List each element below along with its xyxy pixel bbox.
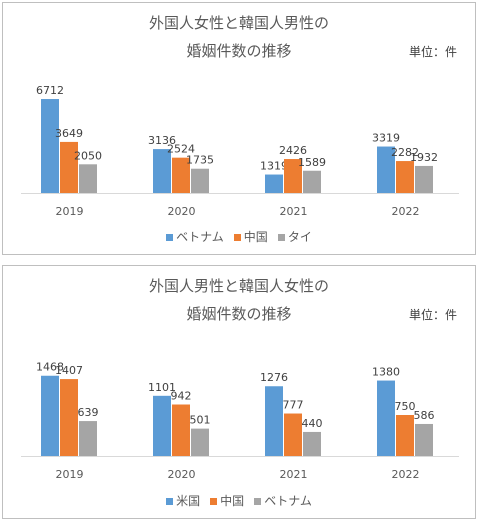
bar-2020-1 [172,157,190,193]
data-label: 777 [283,399,304,412]
data-label: 586 [414,409,435,422]
data-label: 1589 [298,156,326,169]
legend-swatch [277,234,285,241]
legend-swatch [210,498,218,505]
data-label: 3649 [55,127,83,140]
legend-item: 中国 [233,228,268,245]
unit-label: 単位：件 [408,308,457,322]
bar-2021-2 [303,170,321,193]
legend-label: 中国 [243,230,268,244]
bar-2019-2 [79,421,97,456]
bar-2021-0 [265,386,283,456]
x-tick-label: 2021 [280,205,308,218]
bar-2022-1 [396,161,414,193]
data-label: 639 [78,406,99,419]
chart-panel-1: 外国人女性と韓国人男性の 婚姻件数の推移 単位：件 6712 3649 2050 20… [2,2,476,255]
data-label: 1276 [260,371,288,384]
chart-title-line1: 外国人男性と韓国人女性の [148,277,329,295]
data-label: 1407 [55,364,83,377]
unit-label: 単位：件 [408,45,457,59]
legend-label: タイ [287,230,312,244]
x-tick-label: 2020 [168,205,196,218]
legend-item: ベトナム [254,492,312,509]
data-label: 501 [190,414,211,427]
data-label: 2524 [167,143,195,156]
bar-2022-2 [415,165,433,193]
legend-item: ベトナム [166,228,224,245]
bar-2020-2 [191,428,209,456]
x-tick-label: 2022 [392,468,420,481]
legend-swatch [233,234,241,241]
data-label: 2050 [74,149,102,162]
bar-2022-0 [377,380,395,456]
data-label: 440 [302,417,323,430]
bar-2019-1 [60,379,78,456]
legend-item: タイ [277,228,312,245]
bar-2019-2 [79,164,97,193]
legend-label: 米国 [176,494,201,508]
chart-panel-2: 外国人男性と韓国人女性の 婚姻件数の推移 単位：件 1468 1407 639 201… [2,265,476,519]
data-label: 2282 [391,146,419,159]
data-label: 1932 [410,151,438,164]
legend-item: 米国 [166,492,200,509]
bar-2022-2 [415,423,433,456]
chart-title-line1: 外国人女性と韓国人男性の [148,14,329,32]
bar-2021-2 [303,431,321,456]
bar-2022-0 [377,146,395,193]
data-label: 6712 [36,84,64,97]
chart-title-line2: 婚姻件数の推移 [186,42,292,60]
x-tick-label: 2019 [56,205,84,218]
data-label: 750 [395,400,416,413]
bar-2020-0 [153,149,171,193]
data-label: 1380 [372,366,400,379]
chart-legend-1: ベトナム 中国 タイ [3,228,475,245]
data-label: 1468 [36,361,64,374]
chart-title-line2: 婚姻件数の推移 [186,305,292,323]
bar-2021-1 [284,159,302,193]
legend-label: ベトナム [264,494,312,508]
x-tick-label: 2020 [168,468,196,481]
legend-label: 中国 [220,494,245,508]
x-tick-label: 2022 [392,205,420,218]
bar-2021-1 [284,413,302,456]
legend-label: ベトナム [176,230,224,244]
chart-legend-2: 米国 中国 ベトナム [3,492,475,509]
data-label: 3319 [372,132,400,145]
legend-swatch [254,498,262,505]
bar-2019-0 [41,99,59,193]
legend-swatch [166,498,174,505]
data-label: 1735 [186,154,214,167]
bar-2022-1 [396,415,414,456]
data-label: 2426 [279,144,307,157]
x-tick-label: 2021 [280,468,308,481]
bar-2019-1 [60,141,78,193]
bar-2021-0 [265,174,283,193]
legend-item: 中国 [210,492,244,509]
bar-2020-2 [191,168,209,193]
data-label: 1319 [260,160,288,173]
data-label: 3136 [148,134,176,147]
bar-2020-0 [153,395,171,456]
data-label: 1101 [148,381,176,394]
bar-2020-1 [172,404,190,456]
legend-swatch [166,234,174,241]
x-tick-label: 2019 [56,468,84,481]
data-label: 942 [171,390,192,403]
bar-2019-0 [41,375,59,456]
